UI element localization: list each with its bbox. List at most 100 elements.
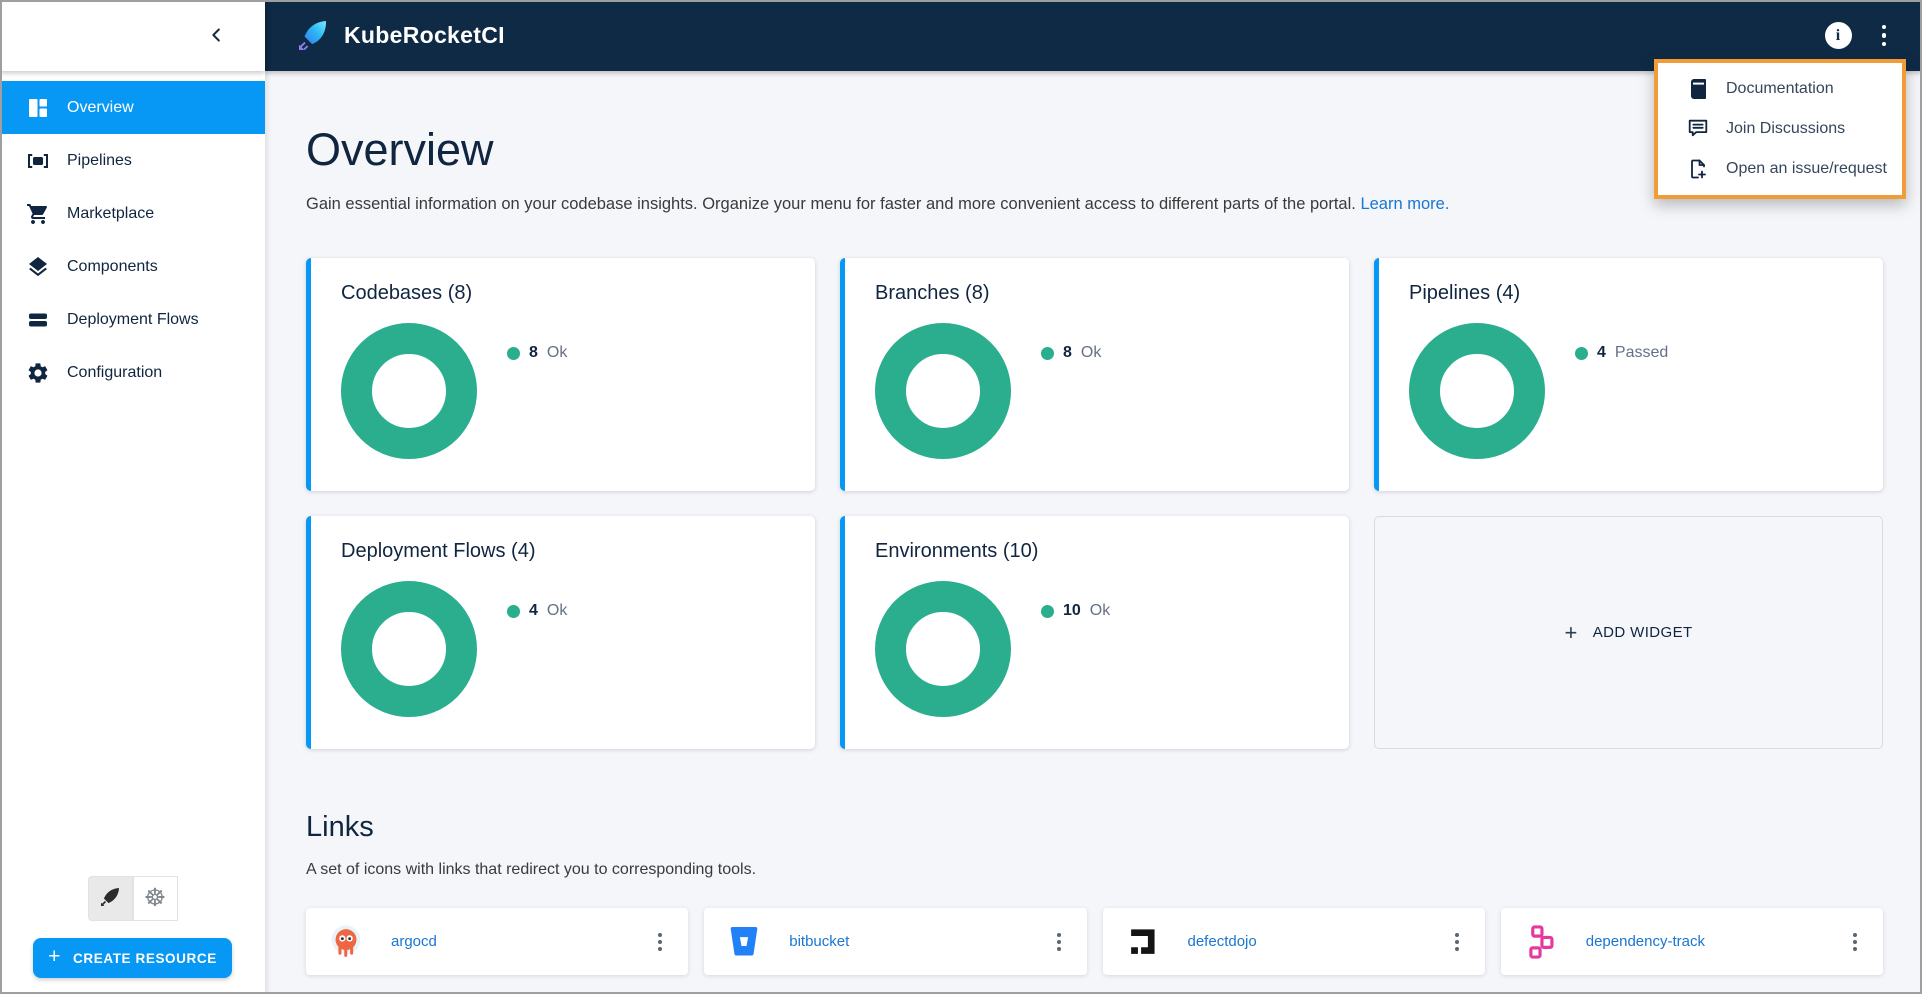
kebab-menu-icon[interactable] [1837,924,1873,960]
add-widget-button[interactable]: + ADD WIDGET [1374,516,1883,749]
sidebar-item-label: Marketplace [67,204,155,222]
legend-status: Ok [546,602,568,619]
legend-count: 8 [1063,344,1072,361]
sidebar-item-label: Overview [67,98,134,116]
sidebar-item[interactable]: Configuration [0,346,265,399]
view-toggle-group: ☸ [87,876,178,921]
donut-chart [1409,323,1545,459]
plus-icon: + [48,945,62,968]
link-label[interactable]: bitbucket [789,933,850,950]
donut-chart [341,323,477,459]
donut-chart [875,323,1011,459]
context-menu-item[interactable]: Documentation [1658,69,1902,109]
context-menu-item-label: Join Discussions [1726,120,1846,137]
quill-icon [98,885,122,912]
view-toggle-button[interactable] [87,876,133,921]
legend-dot-icon [1041,604,1054,618]
link-card: defectdojo [1102,908,1485,975]
app-logo: KubeRocketCI [295,18,505,54]
donut-legend: 8 Ok [507,343,567,363]
legend-dot-icon [507,346,520,360]
argocd-icon [326,922,366,962]
chat-icon [1686,117,1710,141]
widget-card: Deployment Flows (4) 4 Ok [306,516,815,749]
rows-icon [26,308,50,332]
sidebar-item-label: Configuration [67,363,163,381]
legend-dot-icon [507,604,520,618]
sidebar-item[interactable]: Marketplace [0,187,265,240]
widget-card: Branches (8) 8 Ok [840,258,1349,491]
rocket-quill-icon [299,20,327,50]
donut-legend: 4 Passed [1575,343,1668,363]
widget-title: Codebases (8) [341,282,473,304]
context-menu-item-label: Documentation [1726,80,1834,97]
sidebar-item[interactable]: Deployment Flows [0,293,265,346]
legend-count: 8 [529,344,538,361]
sidebar-item-label: Pipelines [67,151,132,169]
create-resource-button[interactable]: + CREATE RESOURCE [33,938,232,978]
donut-legend: 4 Ok [507,601,567,621]
kebab-menu-icon[interactable] [1876,19,1893,53]
donut-chart [875,581,1011,717]
kubernetes-icon: ☸ [143,884,167,912]
dashboard-icon [26,96,50,120]
sidebar-item[interactable]: Components [0,240,265,293]
legend-status: Passed [1614,344,1669,361]
legend-count: 10 [1063,602,1081,619]
context-menu-item[interactable]: Join Discussions [1658,109,1902,149]
legend-status: Ok [1089,602,1111,619]
donut-legend: 10 Ok [1041,601,1110,621]
link-label[interactable]: defectdojo [1187,933,1257,950]
context-menu: Documentation Join Discussions Open an i… [1654,59,1906,199]
kebab-menu-icon[interactable] [642,924,678,960]
widget-title: Pipelines (4) [1409,282,1521,304]
context-menu-item-label: Open an issue/request [1726,160,1887,177]
sidebar-item-label: Deployment Flows [67,310,199,328]
cart-icon [26,202,50,226]
defectdojo-icon [1123,922,1163,962]
book-icon [1686,77,1710,101]
sidebar-item[interactable]: Pipelines [0,134,265,187]
link-card: argocd [306,908,689,975]
pipelines-icon [26,149,50,173]
sidebar-item-label: Components [67,257,158,275]
view-toggle-button[interactable]: ☸ [132,876,178,921]
legend-count: 4 [1597,344,1606,361]
links-grid: argocd bitbucket defectdojo d [306,908,1883,975]
widgets-grid: Codebases (8) 8 Ok Branches (8) [306,258,1883,749]
legend-count: 4 [529,602,538,619]
links-section-title: Links [306,811,374,843]
app-name: KubeRocketCI [344,22,505,48]
legend-status: Ok [1080,344,1102,361]
widget-title: Branches (8) [875,282,990,304]
sidebar-header [0,0,265,71]
info-icon[interactable]: i [1824,22,1852,49]
donut-legend: 8 Ok [1041,343,1101,363]
layers-icon [26,255,50,279]
legend-dot-icon [1575,346,1588,360]
sidebar-item[interactable]: Overview [0,81,265,134]
donut-chart [341,581,477,717]
context-menu-item[interactable]: Open an issue/request [1658,149,1902,189]
learn-more-link[interactable]: Learn more. [1360,195,1450,213]
widget-title: Environments (10) [875,540,1039,562]
chevron-left-icon[interactable] [199,18,235,54]
kebab-menu-icon[interactable] [1439,924,1475,960]
dependency-track-icon [1521,922,1561,962]
file-plus-icon [1686,157,1710,181]
sidebar-footer: ☸ + CREATE RESOURCE [0,876,265,978]
link-label[interactable]: dependency-track [1585,933,1705,950]
page-description: Gain essential information on your codeb… [306,195,1450,213]
widget-card: Environments (10) 10 Ok [840,516,1349,749]
widget-card: Codebases (8) 8 Ok [306,258,815,491]
plus-icon: + [1564,619,1578,645]
link-card: dependency-track [1500,908,1883,975]
kebab-menu-icon[interactable] [1041,924,1077,960]
legend-status: Ok [546,344,568,361]
page-title: Overview [306,124,494,175]
bitbucket-icon [724,922,764,962]
sidebar: Overview Pipelines Marketplace Component… [0,0,265,994]
link-label[interactable]: argocd [391,933,437,950]
legend-dot-icon [1041,346,1054,360]
